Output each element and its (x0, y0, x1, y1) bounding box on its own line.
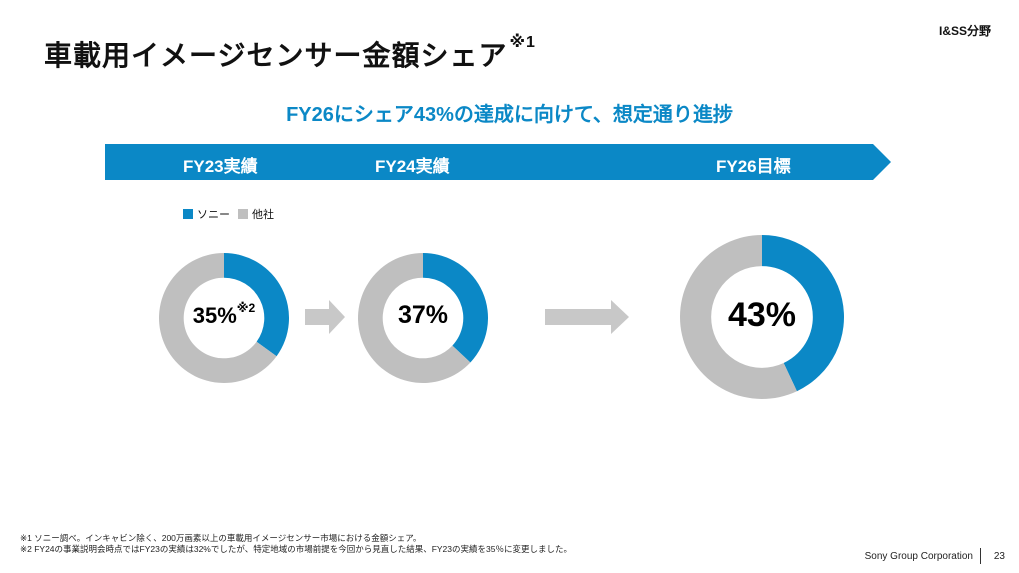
legend: ソニー 他社 (183, 206, 282, 222)
footnote-1: ※1 ソニー調べ。インキャビン除く、200万画素以上の車載用イメージセンサー市場… (20, 533, 422, 543)
legend-swatch-sony (183, 209, 193, 219)
donut-fy23-label: 35%※2 (159, 301, 289, 329)
footnote-2: ※2 FY24の事業説明会時点ではFY23の実績は32%でしたが、特定地域の市場… (20, 544, 572, 554)
legend-label-sony: ソニー (197, 209, 230, 221)
donut-fy24-value: 37% (397, 301, 449, 329)
progress-arrow-2-shape (545, 300, 629, 334)
donut-slice-others (358, 253, 471, 383)
legend-item-others: 他社 (238, 206, 274, 222)
donut-fy24-svg (358, 253, 488, 383)
donut-fy26-svg (680, 235, 844, 399)
page-number: 23 (993, 551, 1005, 562)
donut-slice-sony (762, 235, 844, 392)
banner-label-fy26: FY26目標 (716, 157, 791, 176)
timeline-banner: FY23実績 FY24実績 FY26目標 (105, 144, 891, 180)
page-title: 車載用イメージセンサー金額シェア ※1 (44, 34, 536, 74)
donut-fy26-value: 43% (727, 296, 797, 334)
donut-fy23-svg (159, 253, 289, 383)
donut-fy26-label: 43% (680, 296, 844, 335)
footer-company: Sony Group Corporation (864, 551, 973, 562)
donut-fy24-label: 37% (358, 301, 488, 330)
legend-swatch-others (238, 209, 248, 219)
donut-slice-others (159, 253, 277, 383)
banner-label-fy23: FY23実績 (183, 157, 258, 176)
segment-tag: I&SS分野 (938, 24, 991, 38)
banner-arrow-fill (105, 144, 891, 180)
donut-fy23-note: ※2 (236, 301, 256, 315)
headline: FY26にシェア43%の達成に向けて、想定通り進捗 (286, 104, 733, 126)
donut-slice-sony (423, 253, 488, 363)
banner-label-fy24: FY24実績 (375, 157, 450, 176)
progress-arrow-1 (305, 300, 345, 334)
donut-fy23: 35%※2 (159, 253, 289, 383)
footnotes: ※1 ソニー調べ。インキャビン除く、200万画素以上の車載用イメージセンサー市場… (20, 533, 572, 555)
page-title-text: 車載用イメージセンサー金額シェア (44, 40, 508, 71)
progress-arrow-2 (545, 300, 629, 334)
donut-fy26: 43% (680, 235, 844, 399)
legend-item-sony: ソニー (183, 206, 230, 222)
donut-slice-others (680, 235, 797, 399)
donut-slice-sony (224, 253, 289, 357)
donut-fy24: 37% (358, 253, 488, 383)
footer-divider (980, 548, 981, 564)
progress-arrow-1-shape (305, 300, 345, 334)
donut-fy23-value: 35% (192, 303, 237, 328)
banner-arrow-shape (105, 144, 891, 180)
page-title-note: ※1 (509, 34, 536, 51)
legend-label-others: 他社 (252, 209, 274, 221)
